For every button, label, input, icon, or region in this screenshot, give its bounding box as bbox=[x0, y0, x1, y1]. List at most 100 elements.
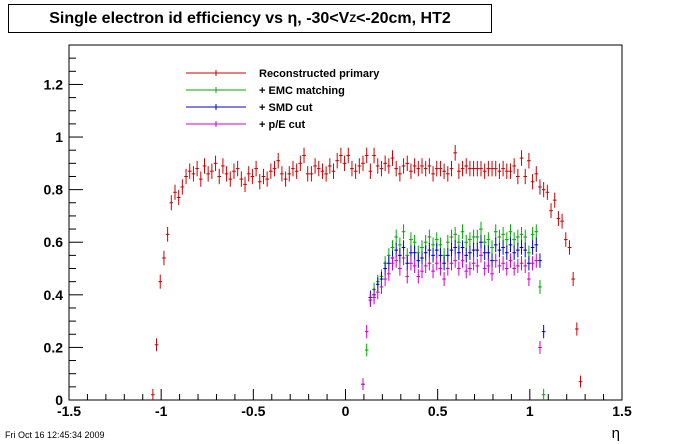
data-point bbox=[261, 168, 266, 185]
data-point bbox=[442, 256, 446, 271]
data-point bbox=[468, 232, 472, 247]
data-point bbox=[501, 160, 505, 177]
data-point bbox=[549, 203, 553, 219]
data-point bbox=[364, 343, 369, 357]
data-point bbox=[538, 279, 542, 294]
data-point bbox=[372, 290, 376, 305]
data-point bbox=[574, 322, 579, 336]
data-point bbox=[523, 229, 528, 245]
data-point bbox=[438, 248, 443, 263]
data-point bbox=[497, 163, 502, 179]
data-point bbox=[471, 242, 476, 258]
data-point bbox=[431, 166, 435, 182]
legend-label: + p/E cut bbox=[259, 119, 305, 131]
data-point bbox=[383, 271, 387, 287]
data-point bbox=[453, 253, 458, 268]
data-point bbox=[468, 160, 472, 177]
data-point bbox=[501, 226, 505, 242]
data-point bbox=[379, 279, 384, 294]
data-point bbox=[224, 166, 229, 182]
data-point bbox=[173, 184, 177, 200]
legend-entry: Reconstructed primary bbox=[186, 68, 380, 80]
data-point bbox=[552, 192, 557, 208]
data-point bbox=[534, 237, 539, 253]
data-point bbox=[187, 163, 192, 179]
data-point bbox=[372, 147, 376, 164]
data-point bbox=[302, 147, 306, 164]
data-point bbox=[195, 160, 199, 177]
data-point bbox=[368, 163, 373, 179]
data-point bbox=[420, 264, 424, 279]
legend: Reconstructed primary + EMC matching + SMD… bbox=[186, 68, 380, 131]
data-point bbox=[527, 256, 531, 271]
data-point bbox=[265, 171, 270, 187]
data-point bbox=[364, 325, 369, 339]
data-point bbox=[202, 158, 207, 174]
data-point bbox=[390, 150, 395, 166]
data-point bbox=[530, 240, 535, 255]
data-point bbox=[386, 266, 391, 281]
legend-label: + EMC matching bbox=[259, 85, 345, 97]
data-point bbox=[445, 261, 450, 276]
data-point bbox=[457, 163, 461, 179]
data-point bbox=[423, 245, 428, 260]
data-point bbox=[519, 226, 524, 242]
x-tick-label: 1 bbox=[526, 403, 534, 419]
x-tick-label: 1.5 bbox=[612, 403, 632, 419]
data-point bbox=[383, 155, 387, 172]
y-tick-label: 0.2 bbox=[44, 339, 64, 355]
y-tick-label: 0.4 bbox=[44, 287, 64, 303]
data-point bbox=[401, 250, 406, 266]
y-tick-label: 0.8 bbox=[44, 182, 64, 198]
data-point bbox=[431, 264, 435, 279]
data-point bbox=[523, 168, 528, 185]
plot-frame bbox=[68, 44, 623, 401]
data-point bbox=[184, 168, 188, 185]
data-point bbox=[438, 261, 443, 276]
data-point bbox=[412, 245, 417, 260]
data-point bbox=[364, 147, 369, 164]
data-point bbox=[504, 245, 509, 260]
data-point bbox=[165, 226, 170, 242]
data-point bbox=[471, 160, 476, 177]
data-point bbox=[409, 232, 413, 247]
data-point bbox=[508, 224, 513, 240]
data-point bbox=[512, 261, 517, 276]
data-point bbox=[538, 253, 542, 268]
data-point bbox=[361, 378, 365, 391]
x-tick-label: -1 bbox=[155, 403, 168, 419]
data-point bbox=[475, 229, 480, 245]
data-point bbox=[501, 240, 505, 255]
data-point bbox=[210, 163, 214, 179]
data-point bbox=[434, 160, 439, 177]
data-point bbox=[479, 221, 483, 237]
data-point bbox=[346, 147, 351, 164]
data-point bbox=[409, 163, 413, 179]
data-point bbox=[527, 271, 531, 287]
data-point bbox=[405, 269, 410, 284]
data-point bbox=[235, 160, 240, 177]
data-point bbox=[457, 245, 461, 260]
data-point bbox=[519, 240, 524, 255]
data-point bbox=[416, 160, 421, 177]
data-point bbox=[158, 274, 163, 289]
data-point bbox=[545, 184, 550, 200]
data-point bbox=[405, 256, 410, 271]
data-point bbox=[516, 258, 520, 274]
data-point bbox=[239, 171, 244, 187]
data-point bbox=[442, 271, 446, 287]
x-axis-label: η bbox=[612, 425, 620, 442]
data-point bbox=[508, 237, 513, 253]
data-point bbox=[508, 163, 513, 179]
data-point bbox=[482, 163, 487, 179]
series-smd-cut bbox=[368, 234, 546, 339]
data-point bbox=[563, 232, 568, 247]
data-point bbox=[567, 240, 572, 255]
data-point bbox=[176, 189, 181, 206]
data-point bbox=[493, 160, 498, 177]
series-p-e-cut bbox=[361, 248, 542, 391]
data-point bbox=[538, 179, 542, 195]
data-point bbox=[464, 234, 469, 250]
data-points bbox=[151, 145, 583, 400]
data-point bbox=[482, 245, 487, 260]
